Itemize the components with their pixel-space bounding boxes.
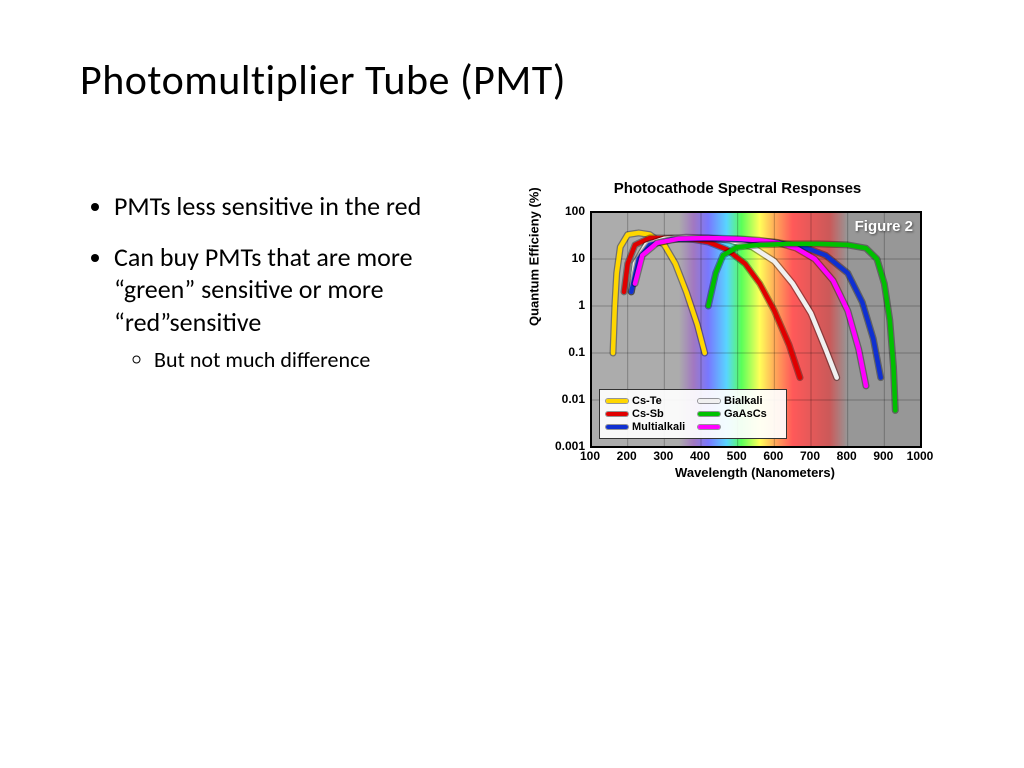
x-tick-label: 300 (653, 449, 673, 463)
legend-swatch (606, 412, 628, 416)
y-tick-label: 0.01 (530, 392, 585, 406)
x-tick-label: 400 (690, 449, 710, 463)
legend-label: Multialkali (632, 421, 685, 433)
x-tick-label: 1000 (907, 449, 934, 463)
legend-swatch (698, 412, 720, 416)
legend-item: GaAsCs (698, 408, 780, 420)
bullet-text: Can buy PMTs that are more “green” sensi… (114, 241, 413, 338)
legend: Cs-Te Bialkali Cs-Sb GaAsCs Multialkali (599, 389, 787, 439)
y-tick-label: 0.1 (530, 345, 585, 359)
x-tick-label: 800 (837, 449, 857, 463)
x-tick-label: 200 (617, 449, 637, 463)
slide-title: Photomultiplier Tube (PMT) (80, 55, 566, 106)
x-axis-label: Wavelength (Nanometers) (590, 465, 920, 480)
legend-label: Cs-Sb (632, 408, 664, 420)
legend-item: Cs-Sb (606, 408, 688, 420)
legend-label: GaAsCs (724, 408, 767, 420)
sub-bullet-item: But not much difference (154, 346, 488, 374)
legend-label: Cs-Te (632, 395, 662, 407)
spectral-response-chart: Photocathode Spectral Responses Quantum … (530, 180, 945, 496)
chart-title: Photocathode Spectral Responses (530, 180, 945, 197)
plot-area: Figure 2 Cs-Te Bialkali Cs-Sb GaAsCs Multial… (590, 211, 922, 448)
y-tick-label: 10 (530, 251, 585, 265)
legend-item: Multialkali (606, 421, 688, 433)
x-tick-label: 900 (873, 449, 893, 463)
slide: Photomultiplier Tube (PMT) PMTs less sen… (0, 0, 1024, 768)
legend-swatch (606, 425, 628, 429)
bullet-text: PMTs less sensitive in the red (114, 190, 421, 222)
legend-item: Bialkali (698, 395, 780, 407)
y-tick-label: 0.001 (530, 439, 585, 453)
legend-item: Cs-Te (606, 395, 688, 407)
legend-swatch (606, 399, 628, 403)
bullet-item: PMTs less sensitive in the red (114, 190, 488, 223)
figure-label: Figure 2 (855, 218, 913, 235)
bullet-list: PMTs less sensitive in the red Can buy PM… (88, 190, 488, 392)
legend-item (698, 421, 780, 433)
x-tick-label: 500 (727, 449, 747, 463)
y-tick-label: 1 (530, 298, 585, 312)
legend-swatch (698, 399, 720, 403)
chart-box: Quantum Efficieny (%) Figure 2 Cs-TeBial… (530, 201, 945, 496)
legend-label: Bialkali (724, 395, 763, 407)
x-tick-label: 600 (763, 449, 783, 463)
y-tick-label: 100 (530, 204, 585, 218)
x-tick-label: 700 (800, 449, 820, 463)
bullet-item: Can buy PMTs that are more “green” sensi… (114, 241, 488, 374)
legend-swatch (698, 425, 720, 429)
x-tick-label: 100 (580, 449, 600, 463)
